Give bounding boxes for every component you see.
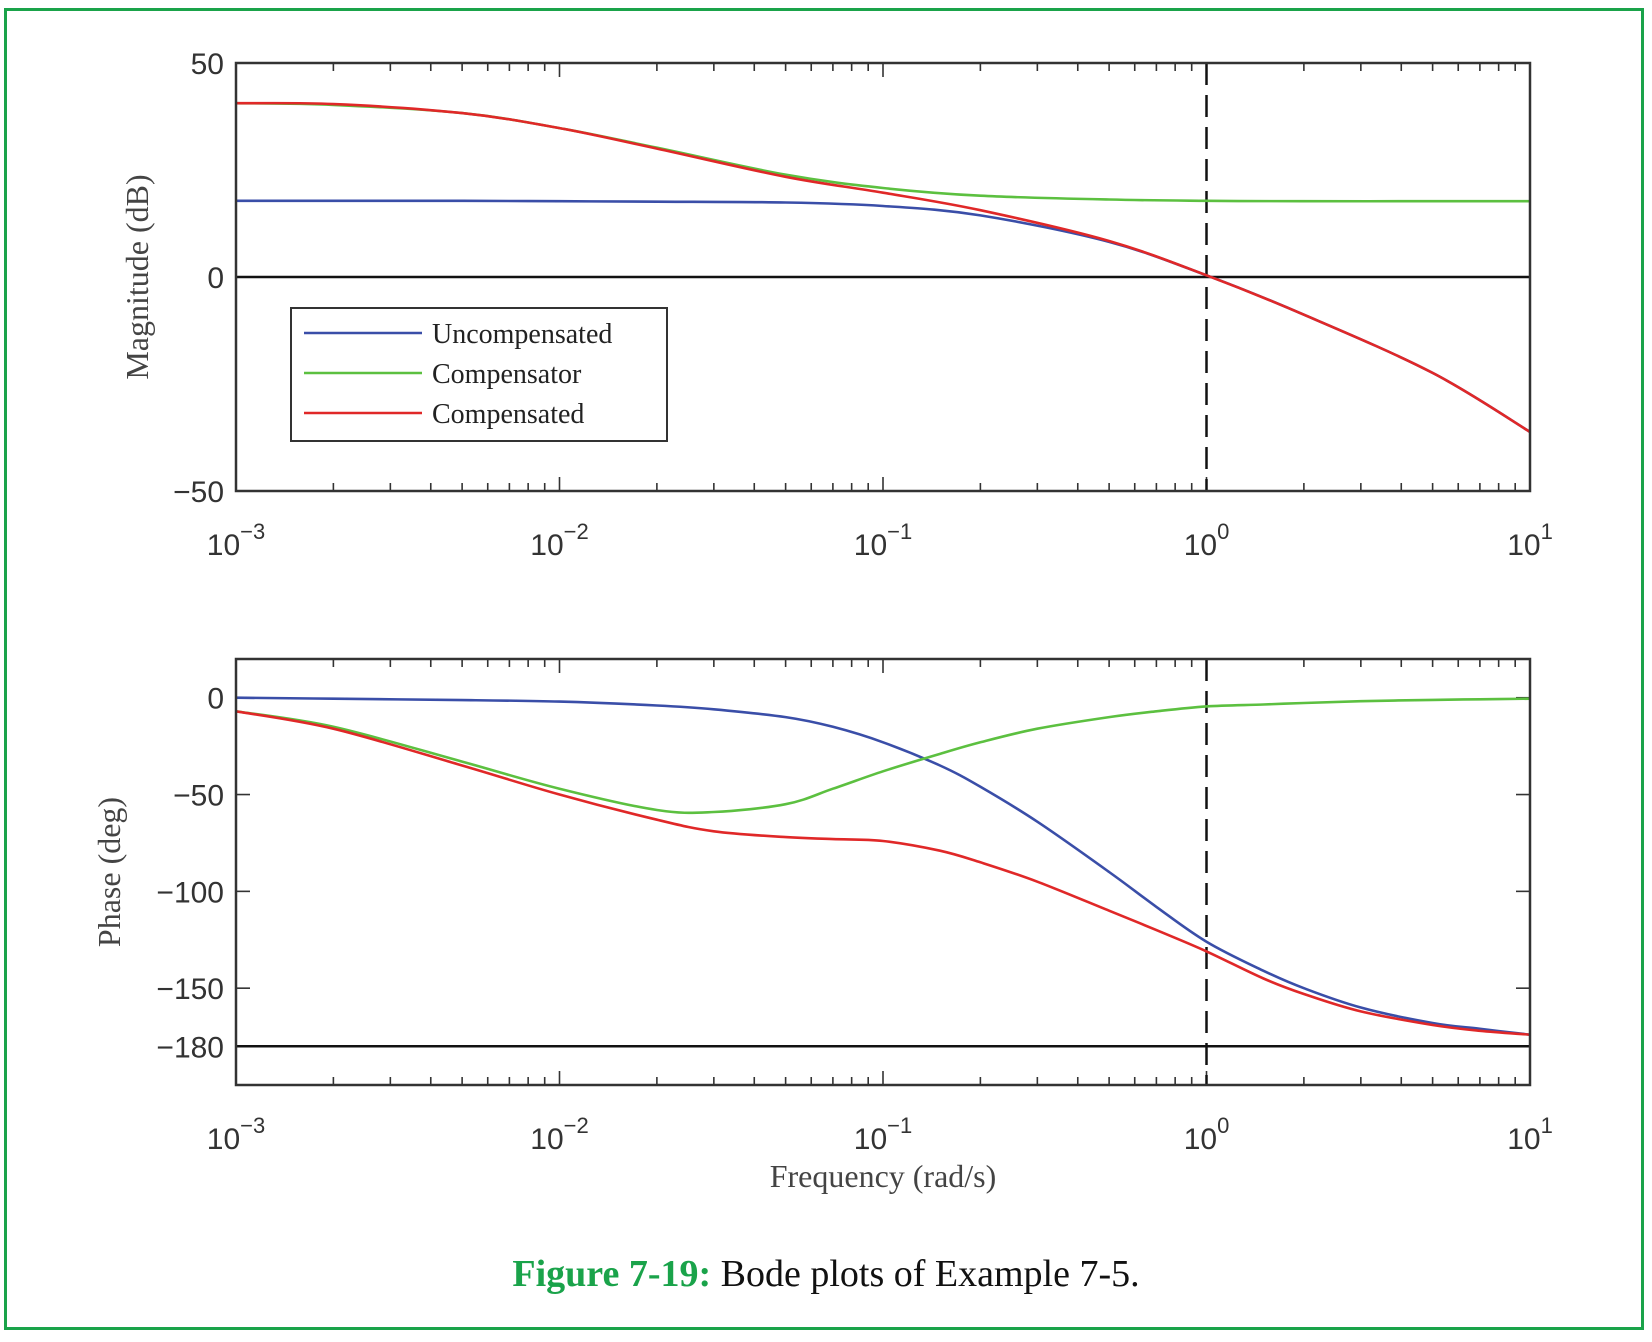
figure-frame <box>4 8 1644 1330</box>
figure-number: Figure 7-19: <box>512 1253 712 1295</box>
magnitude-plot: −50 0 50 10−3 10−2 10−1 100 101 Magnitude (dB)… <box>119 48 1553 562</box>
phase-x-tick-labels: 10−3 10−2 10−1 100 101 <box>207 1113 1553 1156</box>
magnitude-x-tick-label: 100 <box>1184 519 1230 562</box>
phase-x-tick-label: 100 <box>1184 1113 1230 1156</box>
x-axis-label: Frequency (rad/s) <box>770 1158 997 1194</box>
legend-box <box>290 307 668 442</box>
phase-series <box>236 696 1530 1036</box>
phase-axes-box <box>234 657 1532 1087</box>
magnitude-x-tick-label: 10−3 <box>207 519 265 562</box>
magnitude-y-axis-label: Magnitude (dB) <box>119 174 155 379</box>
phase-x-tick-label: 10−2 <box>530 1113 588 1156</box>
phase-x-tick-label: 10−1 <box>854 1113 912 1156</box>
magnitude-y-tick-label: 50 <box>191 48 224 81</box>
figure-caption: Figure 7-19: Bode plots of Example 7-5. <box>0 1252 1652 1296</box>
phase-x-tick-label: 101 <box>1507 1113 1553 1156</box>
magnitude-y-tick-labels: −50 0 50 <box>173 48 224 509</box>
legend-label-compensated: Compensated <box>432 399 584 430</box>
magnitude-y-tick-label: −50 <box>173 476 224 509</box>
phase-y-tick-label: −100 <box>156 876 224 909</box>
phase-x-tick-label: 10−3 <box>207 1113 265 1156</box>
phase-y-tick-labels: −180 −150 −100 −50 0 <box>156 683 224 1065</box>
legend-label-compensator: Compensator <box>432 359 582 390</box>
magnitude-x-tick-label: 10−2 <box>530 519 588 562</box>
magnitude-axes-box <box>234 61 1532 493</box>
magnitude-reference-lines <box>236 63 1530 491</box>
magnitude-series-compensated <box>236 101 1530 434</box>
magnitude-x-tick-labels: 10−3 10−2 10−1 100 101 <box>207 519 1553 562</box>
phase-series-compensator <box>236 697 1530 815</box>
phase-y-tick-label: −180 <box>156 1031 224 1064</box>
magnitude-x-tick-label: 10−1 <box>854 519 912 562</box>
phase-y-tick-label: −50 <box>173 780 224 813</box>
phase-plot: −180 −150 −100 −50 0 10−3 10−2 10−1 100 101 Phas… <box>91 657 1553 1194</box>
magnitude-series <box>236 101 1530 434</box>
legend-label-uncompensated: Uncompensated <box>432 319 612 350</box>
phase-y-axis-label: Phase (deg) <box>91 797 127 947</box>
caption-text: Bode plots of Example 7-5. <box>711 1253 1140 1295</box>
magnitude-x-tick-label: 101 <box>1507 519 1553 562</box>
phase-y-tick-label: −150 <box>156 973 224 1006</box>
phase-y-tick-label: 0 <box>207 683 224 716</box>
phase-series-compensated <box>236 710 1530 1036</box>
phase-series-uncompensated <box>236 696 1530 1036</box>
legend: Uncompensated Compensator Compensated <box>290 307 668 442</box>
magnitude-y-tick-label: 0 <box>207 262 224 295</box>
phase-reference-lines <box>236 659 1530 1085</box>
